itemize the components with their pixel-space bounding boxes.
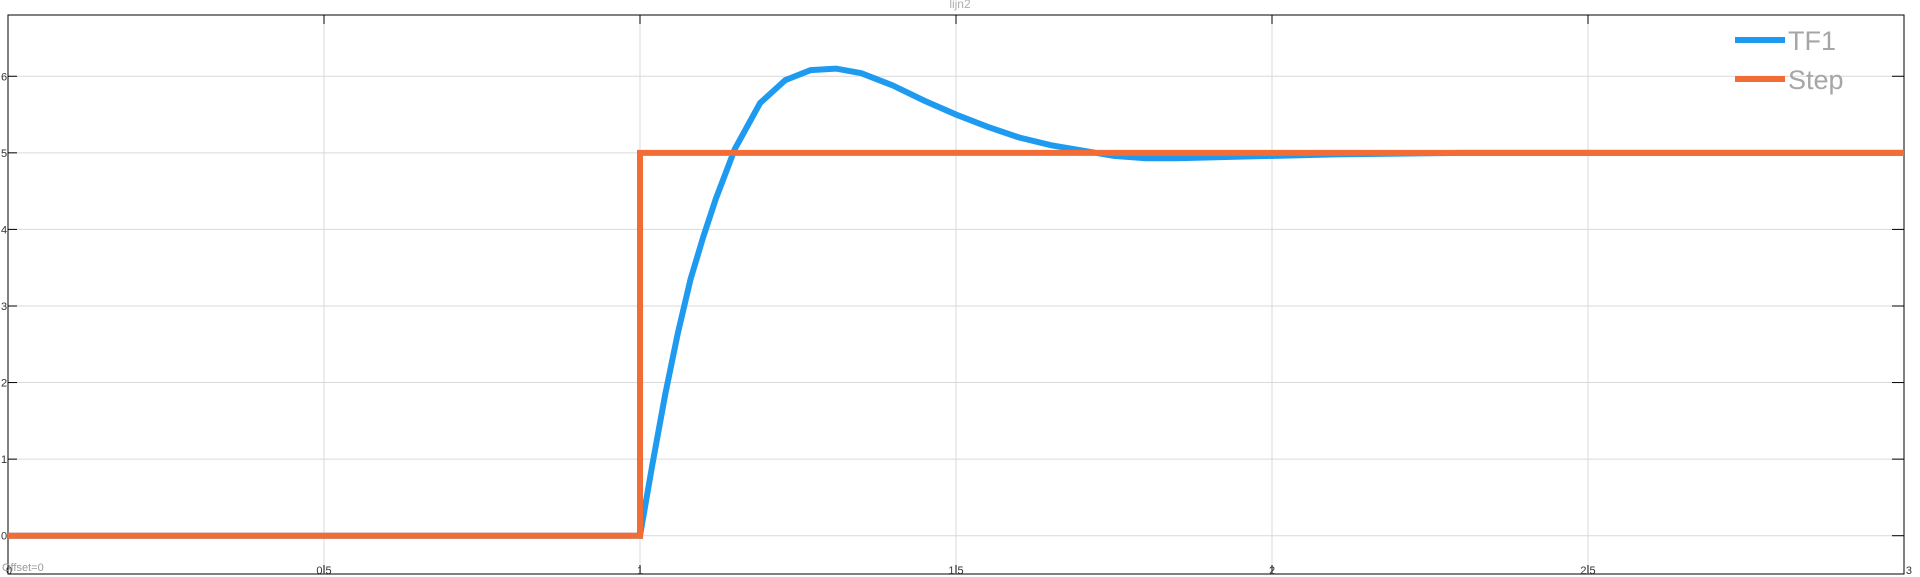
x-tick-label: 0 — [6, 565, 12, 577]
x-tick-label: 1 — [637, 565, 643, 577]
y-tick-label: 3 — [1, 301, 7, 313]
legend-label-tf1: TF1 — [1788, 26, 1836, 56]
y-tick-label: 5 — [1, 148, 7, 160]
legend-label-step: Step — [1788, 65, 1844, 95]
y-tick-label: 2 — [1, 378, 7, 390]
x-tick-label: 2.5 — [1580, 565, 1595, 577]
offset-label: Offset=0 — [2, 562, 44, 574]
y-tick-label: 4 — [1, 224, 7, 236]
y-tick-label: 6 — [1, 71, 7, 83]
x-tick-label: 0.5 — [316, 565, 331, 577]
y-tick-label: 0 — [1, 531, 7, 543]
x-tick-label: 3 — [1906, 565, 1912, 577]
chart-title: lijn2 — [949, 0, 971, 11]
legend[interactable]: TF1 Step — [1735, 26, 1844, 95]
y-tick-label: 1 — [1, 454, 7, 466]
axis-ticks: 0 0.5 1 1.5 2 2.5 3 0 1 2 3 4 5 6 — [1, 15, 1912, 577]
x-tick-label: 2 — [1269, 565, 1275, 577]
x-tick-label: 1.5 — [948, 565, 963, 577]
series-line-tf1[interactable] — [8, 65, 1904, 539]
series-lines[interactable] — [8, 65, 1904, 539]
series-line-step[interactable] — [8, 149, 1904, 539]
